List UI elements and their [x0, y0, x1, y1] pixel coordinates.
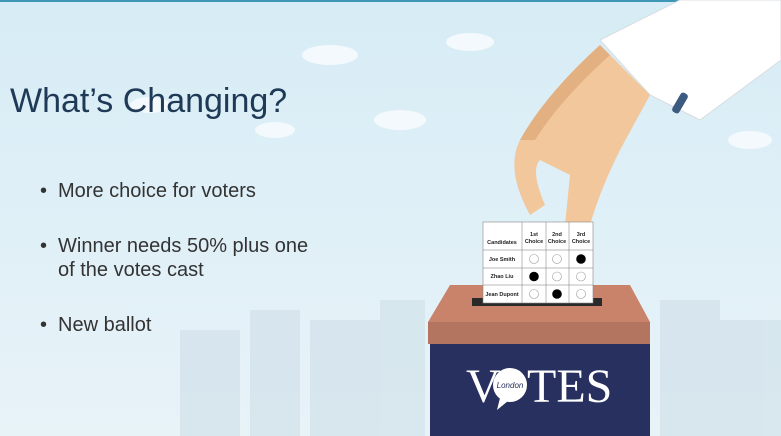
ballot-header: 2nd	[552, 232, 562, 238]
candidate: Joe Smith	[489, 257, 516, 263]
ballot-header: Candidates	[487, 240, 517, 246]
bullet-dot: •	[40, 180, 47, 202]
ballot-header: Choice	[548, 239, 566, 245]
box-lid-front	[428, 322, 650, 344]
bullet-dot: •	[40, 235, 47, 257]
logo-tes: TES	[527, 360, 612, 413]
ballot-header: Choice	[572, 239, 590, 245]
ballot-header: 1st	[530, 232, 538, 238]
ballot: Candidates 1st Choice 2nd Choice 3rd Cho…	[483, 222, 593, 303]
slide: What’s Changing? • More choice for voter…	[0, 0, 781, 436]
ballot-header: 3rd	[577, 232, 586, 238]
bullet: More choice for voters	[58, 180, 256, 202]
logo-london: London	[497, 381, 524, 390]
ballot-header: Choice	[525, 239, 543, 245]
bullet: of the votes cast	[58, 259, 204, 281]
bullet-dot: •	[40, 314, 47, 336]
title: What’s Changing?	[10, 82, 287, 120]
bullet: Winner needs 50% plus one	[58, 235, 308, 257]
candidate: Zhao Liu	[491, 274, 514, 280]
candidate: Jean Dupont	[485, 292, 518, 298]
bullet: New ballot	[58, 314, 152, 336]
